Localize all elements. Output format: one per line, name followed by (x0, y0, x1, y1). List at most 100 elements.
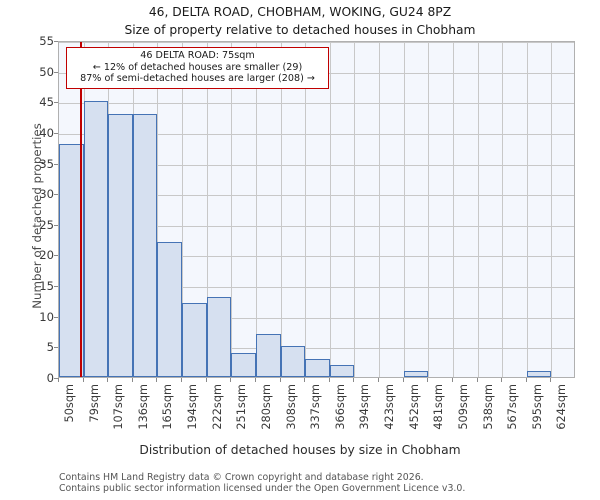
x-tick-label: 624sqm (554, 384, 568, 430)
bar (108, 113, 133, 377)
gridline-x-9 (281, 42, 282, 377)
x-tick-mark (107, 378, 108, 382)
y-tick-mark (54, 316, 58, 318)
x-tick-label: 366sqm (333, 384, 347, 430)
y-tick-mark (54, 71, 58, 73)
x-tick-mark (526, 378, 527, 382)
gridline-x-19 (527, 42, 528, 377)
bar (59, 144, 84, 377)
x-tick-label: 452sqm (407, 384, 421, 430)
x-tick-label: 136sqm (136, 384, 150, 430)
x-tick-mark (181, 378, 182, 382)
gridline-x-8 (256, 42, 257, 377)
y-tick-label: 10 (39, 309, 54, 324)
x-tick-mark (452, 378, 453, 382)
y-tick-mark (54, 194, 58, 196)
x-tick-mark (280, 378, 281, 382)
gridline-x-20 (551, 42, 552, 377)
y-tick-label: 40 (39, 125, 54, 140)
gridline-y-15 (59, 287, 574, 289)
y-tick-label: 30 (39, 187, 54, 202)
y-tick-mark (54, 163, 58, 165)
gridline-y-25 (59, 225, 574, 227)
footer-line-2: Contains public sector information licen… (59, 483, 466, 495)
y-tick-mark (54, 286, 58, 288)
annotation-line-1: 46 DELTA ROAD: 75sqm (140, 50, 255, 61)
plot-area (58, 41, 575, 378)
x-tick-label: 595sqm (530, 384, 544, 430)
attribution-footer: Contains HM Land Registry data © Crown c… (59, 472, 599, 494)
y-tick-label: 20 (39, 248, 54, 263)
gridline-y-45 (59, 103, 574, 105)
y-tick-mark (54, 378, 58, 379)
y-tick-label: 50 (39, 64, 54, 79)
bar (404, 370, 428, 377)
x-tick-label: 251sqm (234, 384, 248, 430)
x-tick-label: 423sqm (382, 384, 396, 430)
bar (133, 113, 157, 377)
y-tick-label: 0 (46, 371, 54, 385)
x-tick-label: 79sqm (87, 384, 101, 423)
y-tick-label: 25 (39, 217, 54, 232)
y-tick-label: 45 (39, 95, 54, 110)
x-tick-label: 222sqm (210, 384, 224, 430)
y-tick-mark (54, 347, 58, 349)
y-tick-mark (54, 132, 58, 134)
x-tick-mark (83, 378, 84, 382)
gridline-x-5 (182, 42, 183, 377)
y-tick-label: 15 (39, 279, 54, 294)
gridline-y-20 (59, 256, 574, 258)
gridline-x-12 (354, 42, 355, 377)
x-tick-mark (132, 378, 133, 382)
bar (305, 358, 330, 377)
bar (84, 101, 108, 377)
gridline-x-14 (404, 42, 405, 377)
x-tick-label: 165sqm (160, 384, 174, 430)
gridline-y-55 (59, 42, 574, 43)
x-tick-label: 567sqm (505, 384, 519, 430)
x-tick-label: 280sqm (259, 384, 273, 430)
bar (330, 364, 354, 377)
y-tick-label: 55 (39, 34, 54, 48)
y-axis-title: Number of detached properties (30, 123, 44, 309)
x-tick-mark (58, 378, 59, 382)
y-tick-mark (54, 41, 58, 42)
x-tick-mark (477, 378, 478, 382)
x-tick-mark (255, 378, 256, 382)
gridline-x-10 (305, 42, 306, 377)
annotation-line-2: ← 12% of detached houses are smaller (29… (92, 61, 303, 73)
gridline-y-40 (59, 133, 574, 135)
y-tick-mark (54, 224, 58, 226)
x-tick-mark (378, 378, 379, 382)
x-tick-label: 107sqm (111, 384, 125, 430)
x-tick-label: 509sqm (456, 384, 470, 430)
x-tick-mark (230, 378, 231, 382)
y-tick-mark (54, 255, 58, 257)
x-tick-mark (403, 378, 404, 382)
bar (527, 370, 551, 377)
x-axis-tick-marks (58, 378, 575, 383)
bar (182, 303, 207, 377)
property-marker-line (80, 42, 83, 377)
gridline-y-10 (59, 317, 574, 319)
gridline-x-7 (231, 42, 232, 377)
x-tick-label: 337sqm (308, 384, 322, 430)
bar (157, 242, 182, 377)
x-tick-label: 538sqm (481, 384, 495, 430)
gridline-x-13 (379, 42, 380, 377)
gridline-y-35 (59, 164, 574, 166)
x-tick-label: 194sqm (185, 384, 199, 430)
chart-subtitle: Size of property relative to detached ho… (124, 23, 476, 37)
y-tick-label: 35 (39, 156, 54, 171)
x-tick-mark (550, 378, 551, 382)
bar (207, 297, 231, 377)
y-axis-tick-marks (0, 41, 58, 379)
x-axis-title: Distribution of detached houses by size … (139, 443, 461, 457)
y-tick-mark (54, 102, 58, 104)
x-tick-mark (427, 378, 428, 382)
gridline-x-11 (330, 42, 331, 377)
footer-line-1: Contains HM Land Registry data © Crown c… (59, 472, 424, 483)
x-axis-tick-labels: 50sqm 79sqm 107sqm 136sqm 165sqm 194sqm 222sqm… (58, 384, 575, 440)
x-tick-mark (329, 378, 330, 382)
